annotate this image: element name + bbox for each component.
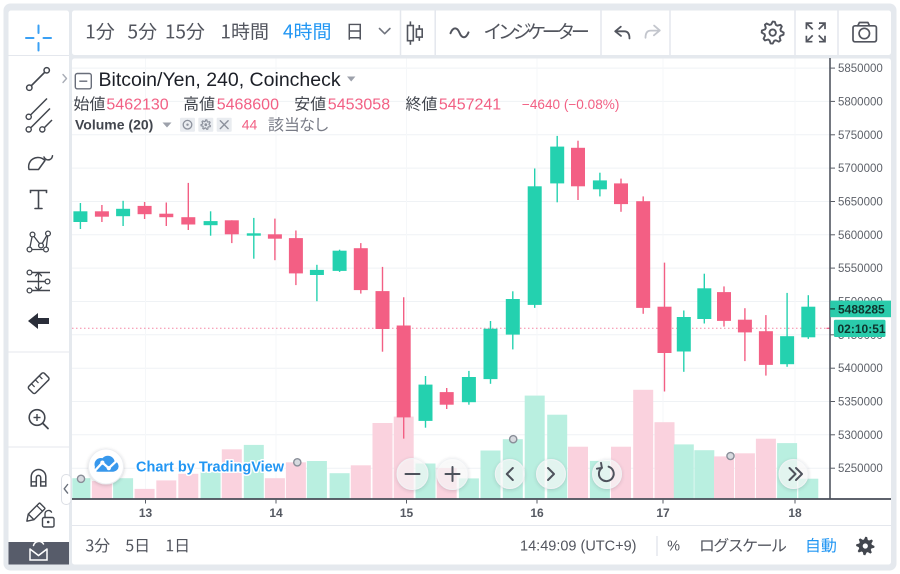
svg-text:5400000: 5400000	[838, 363, 883, 375]
svg-text:5550000: 5550000	[838, 263, 883, 275]
svg-text:16: 16	[530, 506, 544, 520]
svg-text:5468600: 5468600	[217, 97, 279, 114]
svg-text:5350000: 5350000	[838, 397, 883, 409]
svg-text:44: 44	[242, 117, 258, 133]
svg-text:17: 17	[656, 506, 670, 520]
svg-text:14: 14	[269, 506, 283, 520]
svg-text:02:10:51: 02:10:51	[838, 322, 886, 336]
svg-text:13: 13	[139, 506, 153, 520]
svg-text:5750000: 5750000	[838, 130, 883, 142]
svg-text:−4640 (−0.08%): −4640 (−0.08%)	[522, 97, 620, 112]
svg-text:Volume (20): Volume (20)	[75, 117, 153, 133]
svg-text:5800000: 5800000	[838, 96, 883, 108]
svg-text:5462130: 5462130	[106, 97, 168, 114]
svg-text:14:49:09 (UTC+9): 14:49:09 (UTC+9)	[520, 539, 636, 555]
svg-text:Bitcoin/Yen, 240, Coincheck: Bitcoin/Yen, 240, Coincheck	[99, 69, 341, 91]
svg-text:15: 15	[400, 506, 414, 520]
svg-text:Chart by TradingView: Chart by TradingView	[136, 460, 285, 476]
svg-text:5453058: 5453058	[328, 97, 390, 114]
svg-text:5650000: 5650000	[838, 197, 883, 209]
svg-text:18: 18	[788, 506, 802, 520]
svg-text:5457241: 5457241	[439, 97, 501, 114]
svg-text:5488285: 5488285	[838, 302, 885, 316]
svg-text:5850000: 5850000	[838, 63, 883, 75]
svg-text:5700000: 5700000	[838, 163, 883, 175]
svg-text:5600000: 5600000	[838, 230, 883, 242]
svg-text:%: %	[667, 539, 680, 555]
svg-text:5250000: 5250000	[838, 463, 883, 475]
svg-text:5300000: 5300000	[838, 430, 883, 442]
